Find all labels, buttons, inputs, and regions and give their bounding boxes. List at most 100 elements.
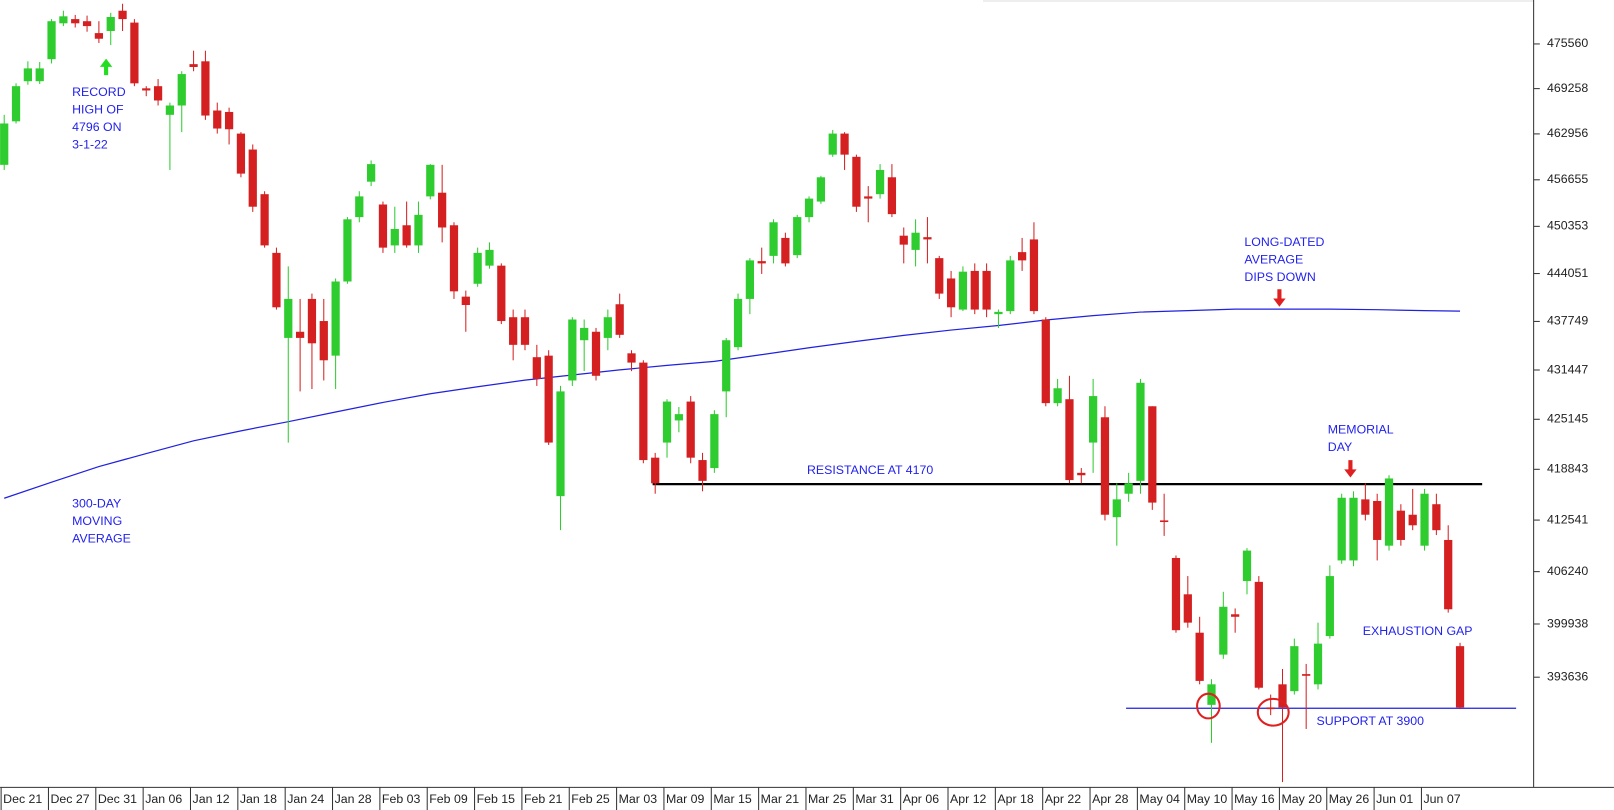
candle-body	[367, 164, 376, 182]
candle-body	[935, 258, 944, 294]
candle-body	[722, 340, 731, 392]
candle-body	[497, 265, 506, 322]
candle-body	[449, 225, 459, 292]
candle-body	[1254, 581, 1263, 688]
annotation: HIGH OF	[72, 102, 124, 116]
x-tick-label: Jan 12	[193, 792, 230, 806]
candle-body	[319, 321, 328, 361]
candle-body	[378, 204, 388, 248]
x-tick-label: Jan 18	[240, 792, 277, 806]
y-tick-label: 399938	[1547, 616, 1588, 630]
candle-body	[390, 228, 399, 246]
reference-label: RESISTANCE AT 4170	[807, 463, 933, 477]
annotation: MOVING	[72, 514, 122, 528]
candle-body	[1325, 576, 1334, 637]
y-tick-label: 456655	[1547, 172, 1588, 186]
x-tick-label: May 04	[1139, 792, 1180, 806]
down-arrow	[1273, 289, 1286, 307]
candle-body	[1195, 632, 1204, 681]
candle-body	[804, 198, 814, 218]
x-tick-label: Mar 15	[713, 792, 752, 806]
candle-body	[224, 111, 234, 130]
x-tick-label: Apr 28	[1092, 792, 1129, 806]
candle-body	[1041, 319, 1050, 404]
candle-body	[307, 298, 317, 344]
candle-body	[639, 362, 648, 461]
annotation: 3-1-22	[72, 137, 108, 151]
candle-body	[994, 311, 1003, 315]
candle-body	[1089, 396, 1098, 443]
candle-body	[260, 194, 269, 246]
candle-body	[35, 68, 44, 82]
candle-body	[864, 196, 873, 199]
x-tick-label: Apr 06	[903, 792, 940, 806]
candle-body	[1384, 478, 1394, 546]
candle-body	[272, 252, 281, 308]
candle-body	[177, 74, 186, 106]
annotation: DIPS DOWN	[1244, 270, 1315, 284]
candle-body	[71, 19, 80, 24]
candle-body	[1455, 646, 1465, 708]
annotation: 4796 ON	[72, 120, 121, 134]
candle-body	[1302, 674, 1311, 676]
candle-body	[1017, 252, 1027, 261]
candle-body	[568, 319, 577, 381]
annotation: 300-DAY	[72, 497, 121, 511]
candle-body	[153, 86, 163, 101]
candle-body	[1432, 504, 1441, 531]
candle-body	[816, 177, 826, 202]
candle-body	[295, 331, 305, 338]
candle-body	[1373, 500, 1382, 540]
x-tick-label: Apr 18	[997, 792, 1034, 806]
candle-body	[426, 164, 435, 197]
candle-body	[875, 169, 885, 195]
x-tick-label: Mar 21	[761, 792, 800, 806]
candle-body	[686, 401, 695, 458]
candle-body	[1006, 260, 1015, 312]
candle-body	[142, 88, 151, 91]
candle-body	[1077, 472, 1086, 476]
candle-body	[544, 355, 553, 443]
candle-body	[1337, 497, 1346, 561]
candle-body	[698, 460, 707, 481]
candle-body	[1029, 239, 1039, 312]
candle-body	[970, 270, 979, 310]
candle-body	[923, 237, 932, 240]
candle-body	[887, 177, 897, 215]
candle-body	[769, 222, 778, 256]
candle-body	[0, 123, 9, 165]
candle-body	[473, 252, 482, 284]
candle-body	[733, 298, 743, 348]
y-tick-label: 431447	[1547, 362, 1588, 376]
candle-body	[331, 281, 340, 356]
candle-body	[414, 214, 423, 246]
candle-body	[1266, 707, 1275, 710]
candle-body	[757, 261, 766, 264]
candle-body	[781, 237, 790, 264]
candle-body	[106, 17, 115, 32]
candle-body	[852, 156, 861, 207]
candle-body	[165, 105, 175, 115]
candle-body	[1053, 388, 1062, 404]
candle-body	[130, 22, 139, 84]
x-tick-label: Jan 06	[145, 792, 182, 806]
candle-body	[23, 68, 32, 82]
annotation: LONG-DATED	[1244, 235, 1324, 249]
candle-body	[343, 219, 352, 282]
y-tick-label: 444051	[1547, 266, 1588, 280]
candle-body	[1160, 520, 1169, 523]
x-tick-label: Dec 31	[98, 792, 137, 806]
candle-body	[982, 270, 991, 310]
candle-body	[1136, 382, 1145, 481]
candle-body	[1396, 510, 1405, 540]
candle-body	[1112, 499, 1121, 518]
y-tick-label: 425145	[1547, 412, 1588, 426]
candle-body	[1444, 539, 1453, 610]
x-tick-label: Mar 25	[808, 792, 847, 806]
y-tick-label: 469258	[1547, 81, 1588, 95]
candle-body	[674, 414, 683, 421]
x-tick-label: Feb 09	[429, 792, 468, 806]
x-tick-label: Jun 07	[1424, 792, 1461, 806]
annotation: MEMORIAL	[1328, 422, 1394, 436]
